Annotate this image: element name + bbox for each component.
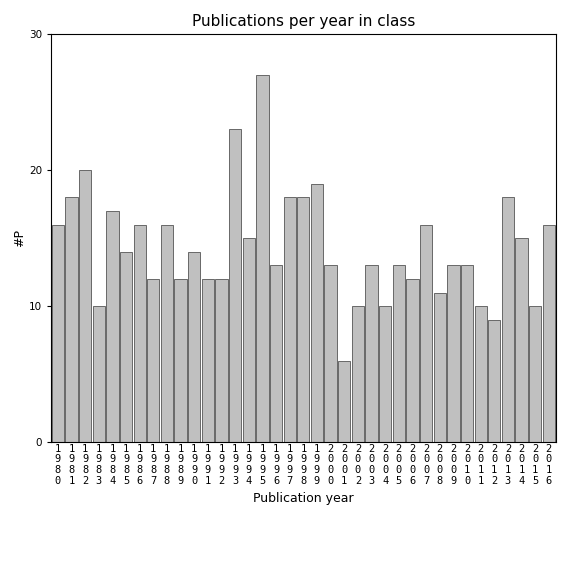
Bar	[379, 306, 391, 442]
Bar	[229, 129, 242, 442]
Y-axis label: #P: #P	[13, 229, 26, 247]
Bar	[188, 252, 200, 442]
Bar	[120, 252, 132, 442]
Title: Publications per year in class: Publications per year in class	[192, 14, 415, 29]
Bar	[324, 265, 337, 442]
Bar	[270, 265, 282, 442]
Bar	[243, 238, 255, 442]
Bar	[420, 225, 432, 442]
Bar	[434, 293, 446, 442]
Bar	[52, 225, 64, 442]
Bar	[543, 225, 555, 442]
Bar	[365, 265, 378, 442]
Bar	[502, 197, 514, 442]
Bar	[134, 225, 146, 442]
Bar	[284, 197, 296, 442]
Bar	[297, 197, 310, 442]
Bar	[161, 225, 173, 442]
Bar	[175, 279, 187, 442]
Bar	[515, 238, 528, 442]
Bar	[407, 279, 418, 442]
Bar	[65, 197, 78, 442]
Bar	[393, 265, 405, 442]
Bar	[311, 184, 323, 442]
Bar	[447, 265, 459, 442]
Bar	[202, 279, 214, 442]
Bar	[215, 279, 228, 442]
Bar	[475, 306, 487, 442]
Bar	[352, 306, 364, 442]
Bar	[147, 279, 159, 442]
Bar	[256, 75, 269, 442]
Bar	[488, 320, 501, 442]
Bar	[461, 265, 473, 442]
X-axis label: Publication year: Publication year	[253, 492, 354, 505]
Bar	[338, 361, 350, 442]
Bar	[92, 306, 105, 442]
Bar	[79, 170, 91, 442]
Bar	[529, 306, 541, 442]
Bar	[106, 211, 119, 442]
